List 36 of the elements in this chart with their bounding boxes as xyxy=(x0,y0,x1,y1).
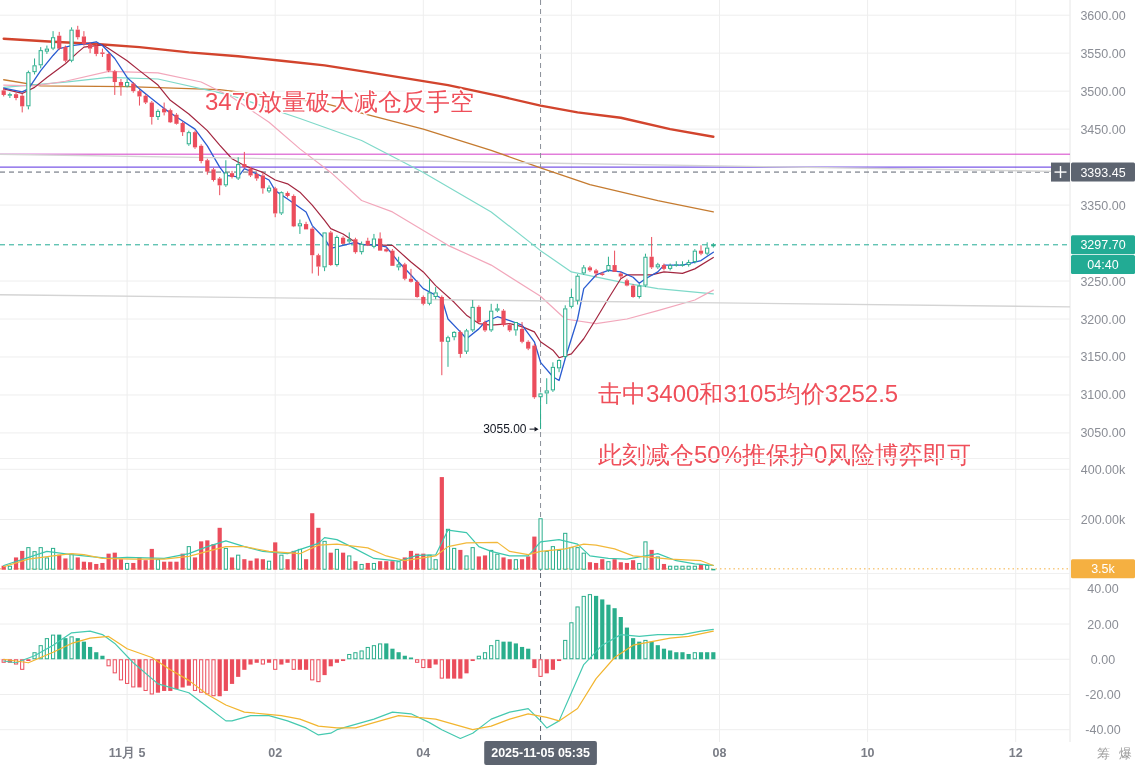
x-tick-label: 12 xyxy=(1008,746,1023,760)
x-tick-label: 04 xyxy=(416,746,431,760)
annotation: 3055.00 xyxy=(483,422,539,437)
y-tick-label: 40.00 xyxy=(1087,582,1119,597)
y-tick-label: 3150.00 xyxy=(1080,350,1126,365)
annotation: 爆 xyxy=(1118,746,1132,761)
y-tick-label: 400.00k xyxy=(1080,462,1126,477)
y-tick-label: 20.00 xyxy=(1087,617,1119,632)
y-tick-label: 3600.00 xyxy=(1080,8,1126,23)
annotation: 筹 xyxy=(1096,746,1110,761)
x-tick-label: 10 xyxy=(860,746,875,760)
y-tick-label: 3500.00 xyxy=(1080,84,1126,99)
ref-label: 2025-11-05 05:35 xyxy=(484,741,597,765)
y-tick-label: 0.00 xyxy=(1090,652,1116,667)
ref-label: 3297.70 xyxy=(1071,235,1135,255)
y-tick-label: 3250.00 xyxy=(1080,274,1126,289)
y-tick-label: 3100.00 xyxy=(1080,388,1126,403)
y-tick-label: -40.00 xyxy=(1085,723,1121,738)
annotation: 3055.00 xyxy=(483,422,527,437)
y-tick-label: 3450.00 xyxy=(1080,122,1126,137)
ref-label: 3.5k xyxy=(1071,559,1135,579)
ref-line-label: 2025-11-05 05:35 xyxy=(491,746,590,760)
y-tick-label: 200.00k xyxy=(1080,513,1126,527)
y-tick-label: -20.00 xyxy=(1085,687,1121,702)
y-tick-label: 3350.00 xyxy=(1080,198,1126,213)
y-tick-label: 3200.00 xyxy=(1080,312,1126,327)
annotation: 击中3400和3105均价3252.5 xyxy=(598,380,899,407)
ref-line-label: 3393.45 xyxy=(1080,165,1126,180)
ref-line-label: 3297.70 xyxy=(1080,238,1126,253)
x-tick-label: 11月 5 xyxy=(108,746,146,760)
y-tick-label: 3050.00 xyxy=(1080,426,1126,441)
x-tick-label: 08 xyxy=(712,746,727,760)
x-tick-label: 02 xyxy=(268,746,283,760)
annotation: 04:40 xyxy=(1071,255,1135,274)
y-tick-label: 3550.00 xyxy=(1080,46,1126,61)
ref-line-label: 3.5k xyxy=(1091,562,1116,577)
